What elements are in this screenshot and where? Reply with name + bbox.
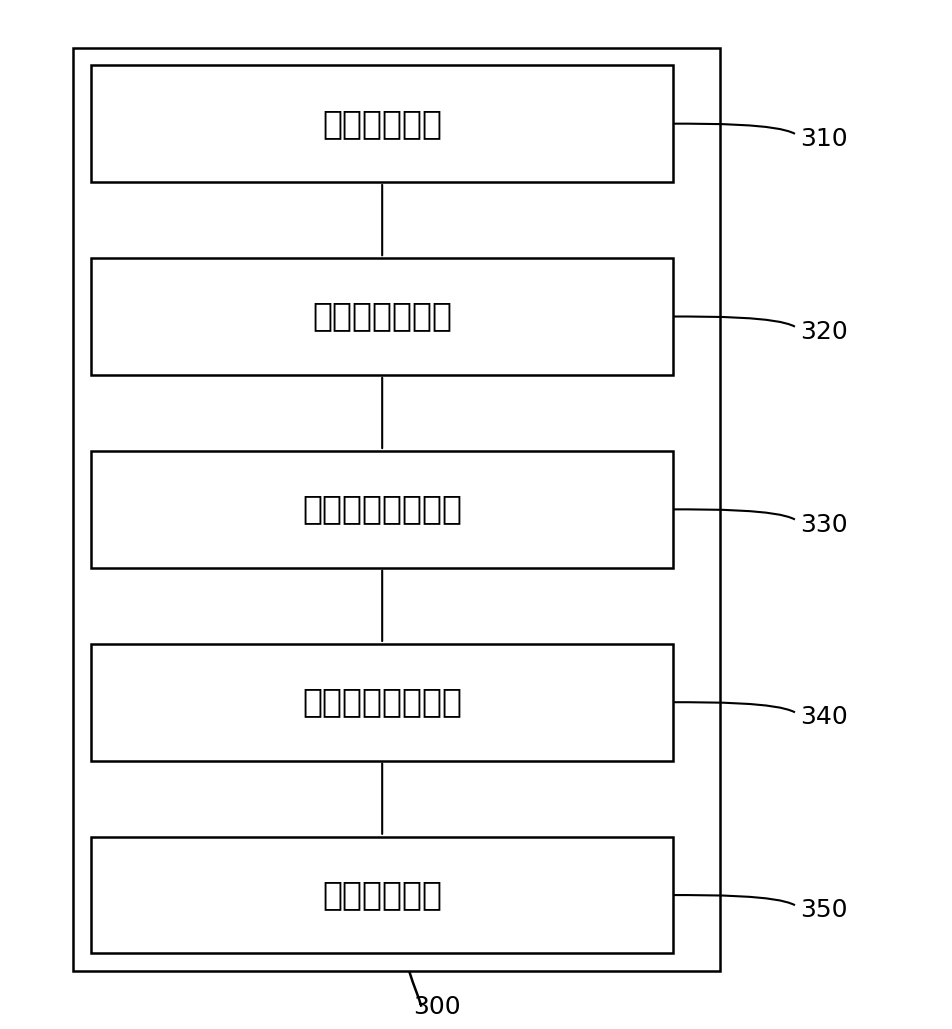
Text: 320: 320 — [800, 320, 847, 344]
Text: 310: 310 — [800, 127, 847, 151]
Bar — [91, 65, 673, 182]
Text: 图像数据获取模块: 图像数据获取模块 — [302, 686, 462, 718]
Bar — [91, 258, 673, 375]
Bar — [91, 837, 673, 954]
Bar — [72, 47, 720, 971]
Bar — [91, 451, 673, 568]
Text: 桥区识别模块: 桥区识别模块 — [322, 879, 442, 911]
Text: 惯性数据获取模块: 惯性数据获取模块 — [302, 493, 462, 526]
Bar — [91, 644, 673, 760]
Text: 340: 340 — [800, 706, 847, 730]
Text: 位置确定模块: 位置确定模块 — [322, 108, 442, 140]
Text: 岔路口判断模块: 岔路口判断模块 — [312, 300, 452, 332]
Text: 330: 330 — [800, 512, 847, 536]
Text: 300: 300 — [413, 995, 461, 1019]
Text: 350: 350 — [800, 898, 847, 922]
